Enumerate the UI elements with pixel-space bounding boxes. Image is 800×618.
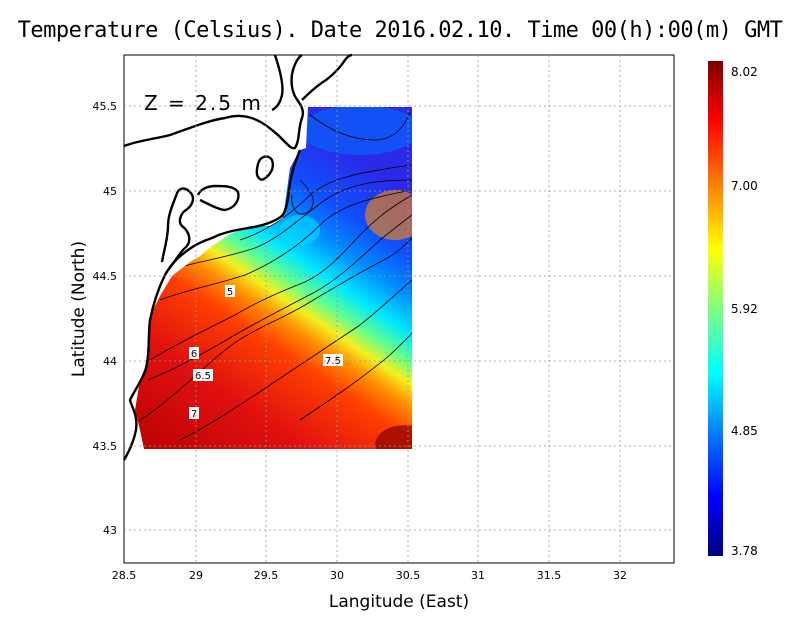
y-tick-label: 45 [103, 185, 117, 198]
y-tick-label: 43.5 [93, 440, 118, 453]
colorbar-label: 4.85 [731, 424, 758, 438]
x-tick-label: 32 [613, 569, 627, 582]
colorbar [708, 61, 723, 556]
coastline [122, 53, 353, 461]
x-axis-title: Langitude (East) [329, 592, 469, 612]
contour-label: 6.5 [193, 369, 213, 382]
contour-label: 7 [189, 407, 199, 420]
svg-text:7: 7 [191, 409, 197, 420]
colorbar-label: 3.78 [731, 544, 758, 558]
x-tick-label: 31.5 [537, 569, 562, 582]
contour-label-group: 5 6 6.5 7 7.5 [189, 285, 343, 420]
contour-label: 7.5 [323, 354, 343, 367]
colorbar-labels: 8.02 7.00 5.92 4.85 3.78 [731, 65, 758, 558]
svg-text:6: 6 [191, 349, 197, 360]
depth-label: Z = 2.5 m [144, 91, 263, 115]
y-tick-label: 44.5 [93, 270, 118, 283]
y-axis-ticks: 43 43.5 44 44.5 45 45.5 [93, 100, 118, 537]
colorbar-label: 8.02 [731, 65, 758, 79]
x-axis-ticks: 28.5 29 29.5 30 30.5 31 31.5 32 [112, 569, 627, 582]
x-tick-label: 30 [330, 569, 344, 582]
x-tick-label: 29.5 [254, 569, 279, 582]
y-tick-label: 45.5 [93, 100, 118, 113]
x-tick-label: 28.5 [112, 569, 137, 582]
svg-text:6.5: 6.5 [195, 371, 211, 382]
y-axis-title: Latitude (North) [69, 241, 89, 377]
svg-text:7.5: 7.5 [325, 356, 341, 367]
x-tick-label: 29 [189, 569, 203, 582]
y-tick-label: 44 [103, 355, 117, 368]
contour-label: 6 [189, 347, 199, 360]
grid-lines [124, 55, 674, 563]
x-tick-label: 30.5 [396, 569, 421, 582]
colorbar-label: 5.92 [731, 302, 758, 316]
contour-lines [139, 111, 412, 441]
y-tick-label: 43 [103, 524, 117, 537]
x-tick-label: 31 [471, 569, 485, 582]
page-title: Temperature (Celsius). Date 2016.02.10. … [17, 18, 783, 43]
svg-text:5: 5 [227, 287, 233, 298]
colorbar-label: 7.00 [731, 179, 758, 193]
contour-label: 5 [225, 285, 235, 298]
